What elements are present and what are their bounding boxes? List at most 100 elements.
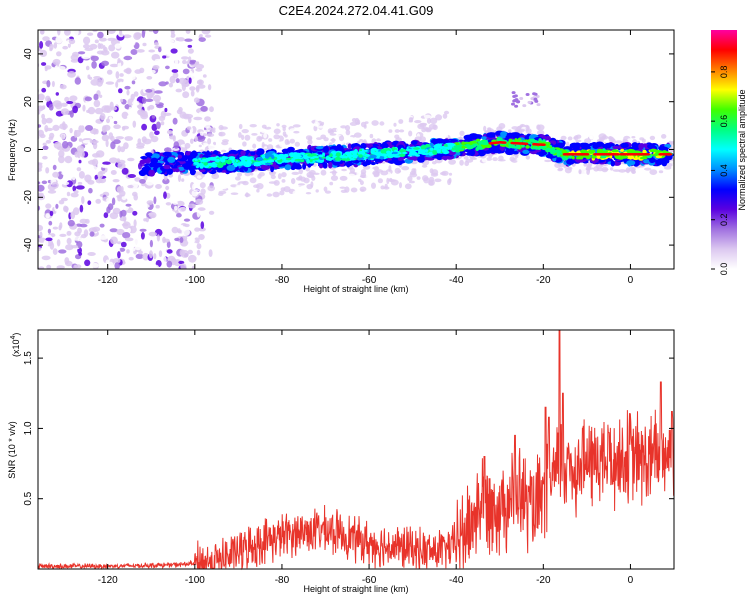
heatmap-cell: [94, 174, 99, 180]
heatmap-cell: [180, 263, 187, 269]
heatmap-cell: [65, 244, 74, 251]
heatmap-cell: [56, 51, 62, 57]
heatmap-cell: [319, 163, 324, 169]
heatmap-cell: [440, 124, 445, 129]
heatmap-cell: [148, 169, 156, 177]
heatmap-cell: [571, 150, 575, 153]
heatmap-cell: [226, 159, 233, 165]
heatmap-cell: [111, 51, 120, 59]
heatmap-cell: [268, 171, 277, 174]
heatmap-cell: [266, 159, 275, 163]
heatmap-cell: [394, 129, 400, 133]
heatmap-cell: [205, 191, 211, 196]
heatmap-cell: [41, 113, 45, 120]
heatmap-cell: [67, 71, 76, 78]
heatmap-cell: [182, 68, 190, 75]
heatmap-cell: [38, 124, 42, 128]
heatmap-cell: [234, 162, 238, 168]
heatmap-cell: [463, 134, 474, 140]
heatmap-cell: [145, 152, 153, 157]
heatmap-cell: [46, 80, 51, 88]
heatmap-cell: [89, 231, 95, 237]
heatmap-cell: [387, 153, 395, 158]
heatmap-cell: [41, 180, 48, 185]
heatmap-cell: [109, 101, 114, 110]
heatmap-cell: [68, 38, 76, 45]
heatmap-cell: [72, 105, 78, 114]
heatmap-cell: [108, 132, 114, 140]
heatmap-cell: [146, 76, 153, 80]
heatmap-cell: [136, 49, 145, 53]
heatmap-cell: [649, 169, 658, 176]
heatmap-cell: [115, 81, 119, 88]
heatmap-cell: [86, 116, 92, 123]
heatmap-cell: [66, 176, 73, 181]
heatmap-cell: [416, 163, 420, 169]
heatmap-cell: [253, 161, 262, 167]
heatmap-cell: [328, 161, 333, 169]
heatmap-cell: [358, 154, 363, 158]
heatmap-cell: [175, 78, 180, 84]
heatmap-cell: [130, 49, 138, 55]
heatmap-cell: [47, 189, 57, 194]
heatmap-cell: [166, 130, 173, 135]
heatmap-cell: [641, 138, 646, 143]
heatmap-cell: [153, 253, 157, 260]
heatmap-cell: [179, 237, 184, 243]
heatmap-cell: [42, 142, 47, 146]
heatmap-cell: [443, 110, 450, 115]
spectrogram-x-label: Height of straight line (km): [303, 284, 408, 294]
heatmap-cell: [488, 153, 494, 157]
heatmap-cell: [38, 184, 45, 192]
heatmap-cell: [52, 31, 56, 35]
heatmap-cell: [522, 104, 527, 108]
heatmap-cell: [256, 150, 264, 156]
heatmap-cell: [145, 178, 155, 186]
heatmap-cell: [97, 171, 103, 179]
heatmap-cell: [88, 76, 93, 80]
heatmap-cell: [377, 178, 383, 184]
heatmap-cell: [238, 181, 247, 184]
heatmap-cell: [388, 129, 393, 133]
heatmap-cell: [166, 249, 173, 254]
heatmap-cell: [203, 161, 208, 166]
heatmap-cell: [179, 111, 187, 119]
heatmap-cell: [620, 142, 629, 148]
heatmap-cell: [116, 241, 122, 245]
heatmap-cell: [432, 124, 438, 131]
heatmap-cell: [447, 142, 455, 147]
heatmap-cell: [42, 145, 49, 150]
heatmap-cell: [208, 143, 216, 150]
heatmap-cell: [336, 127, 342, 133]
x-tick-label: -20: [536, 275, 551, 286]
heatmap-cell: [106, 182, 112, 187]
colorbar-tick-label: 0.4: [719, 164, 729, 177]
heatmap-cell: [198, 111, 206, 119]
heatmap-cell: [46, 264, 52, 269]
heatmap-cell: [118, 88, 123, 94]
heatmap-cell: [432, 150, 438, 155]
heatmap-cell: [260, 129, 268, 134]
y-tick-label: -20: [23, 190, 34, 205]
heatmap-cell: [132, 120, 137, 128]
x-tick-label: 0: [628, 275, 634, 286]
heatmap-cell: [186, 126, 192, 130]
heatmap-cell: [575, 139, 582, 143]
heatmap-cell: [205, 34, 212, 38]
heatmap-cell: [644, 167, 652, 171]
heatmap-cell: [103, 124, 111, 131]
heatmap-cell: [138, 162, 142, 170]
heatmap-cell: [117, 145, 122, 153]
heatmap-cell: [94, 107, 104, 115]
heatmap-cell: [450, 139, 458, 142]
heatmap-cell: [507, 129, 512, 133]
heatmap-cell: [566, 141, 570, 147]
heatmap-cell: [340, 189, 347, 193]
heatmap-cell: [175, 88, 183, 93]
heatmap-cell: [610, 143, 615, 147]
heatmap-cell: [639, 156, 648, 160]
heatmap-cell: [198, 234, 205, 240]
heatmap-cell: [187, 237, 196, 244]
colorbar-label: Normalized spectral amplitude: [737, 89, 747, 210]
heatmap-cell: [97, 31, 104, 39]
